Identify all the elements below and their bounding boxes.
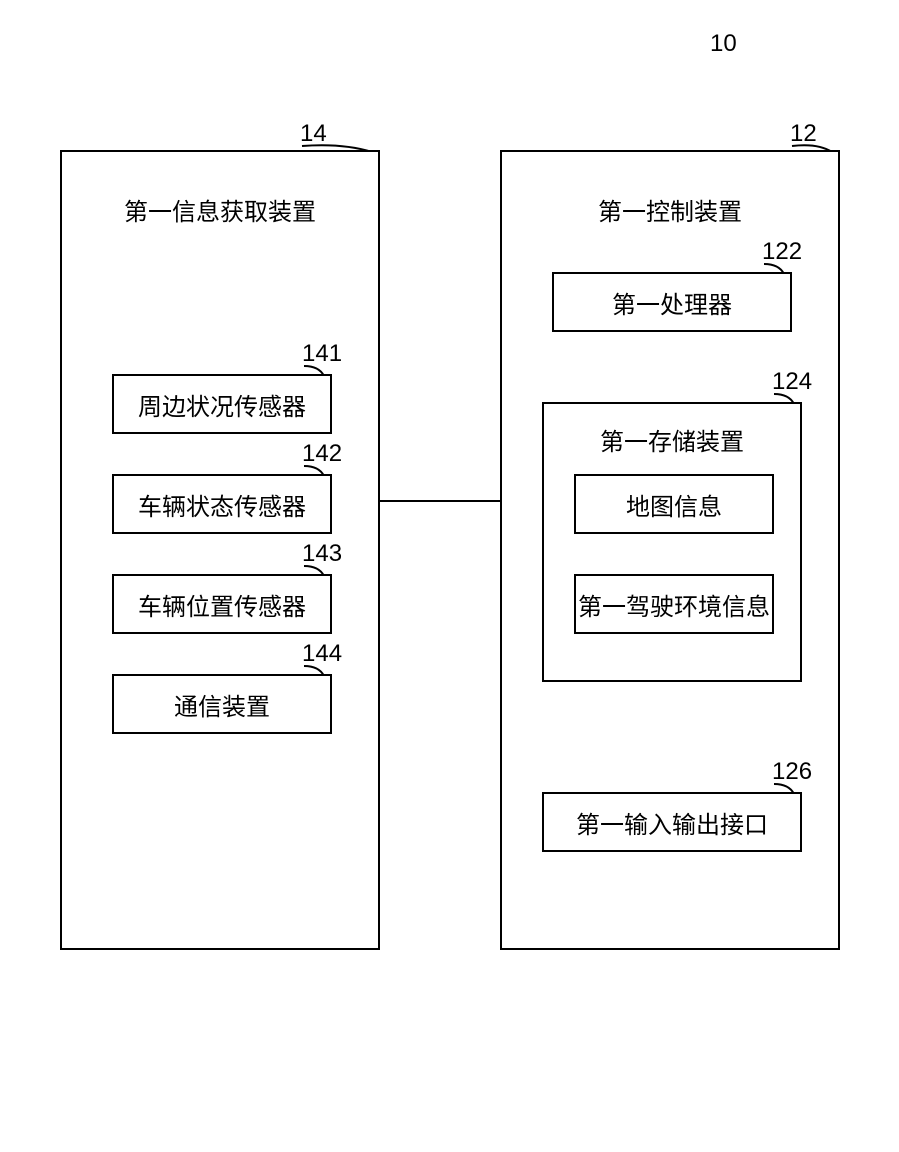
right-block: 第一控制装置 122第一处理器124第一存储装置地图信息第一驾驶环境信息126第… (500, 150, 840, 950)
io-ref-curve (502, 152, 842, 1152)
diagram-canvas: 10 14 第一信息获取装置 141周边状况传感器142车辆状态传感器143车辆… (0, 0, 899, 1000)
io-box: 第一输入输出接口 (542, 792, 802, 852)
block-connector (380, 500, 500, 502)
